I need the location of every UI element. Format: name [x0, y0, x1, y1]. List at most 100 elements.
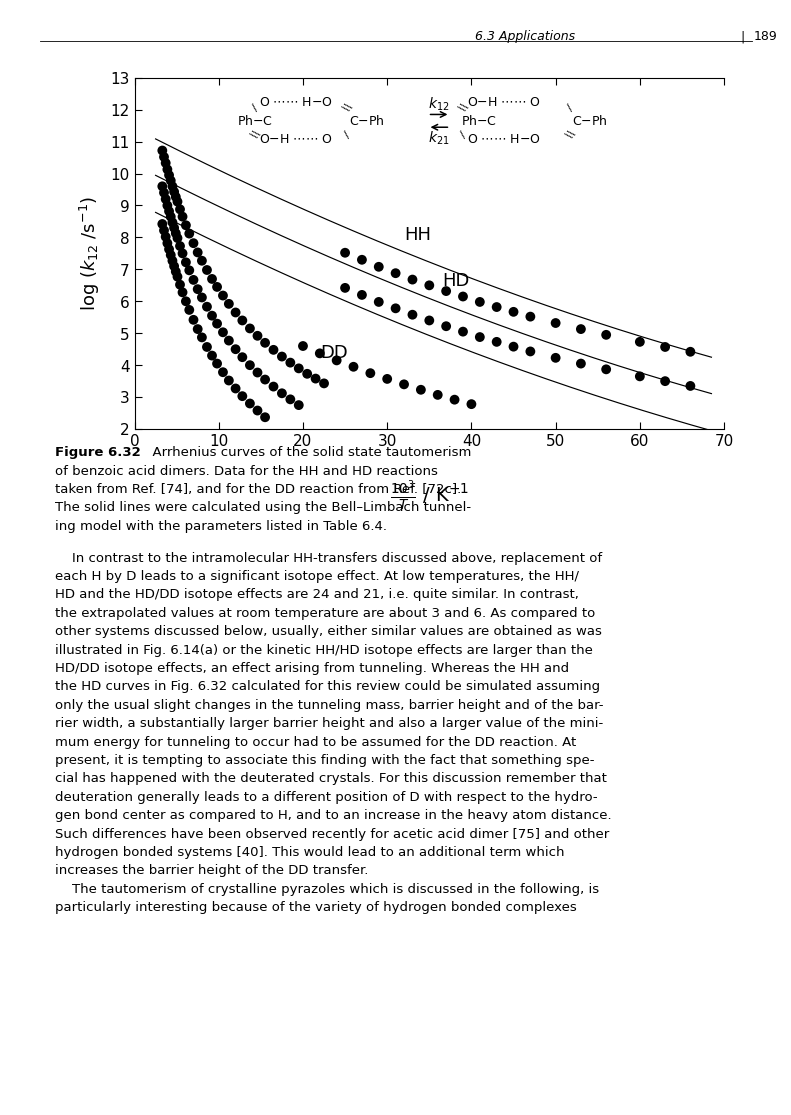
- Point: [389, 264, 402, 282]
- Text: \\: \\: [457, 101, 470, 114]
- Point: [659, 338, 672, 356]
- Point: [187, 234, 199, 252]
- Text: HH: HH: [404, 225, 431, 243]
- Point: [259, 371, 271, 389]
- Point: [236, 388, 248, 406]
- Text: C$-$Ph: C$-$Ph: [572, 114, 607, 128]
- Point: [165, 172, 177, 190]
- Point: [456, 288, 469, 306]
- Point: [163, 203, 176, 221]
- Point: [210, 314, 223, 332]
- Text: ing model with the parameters listed in Table 6.4.: ing model with the parameters listed in …: [55, 520, 388, 533]
- Point: [267, 378, 280, 396]
- Point: [195, 289, 208, 307]
- Point: [364, 365, 377, 382]
- Text: increases the barrier height of the DD transfer.: increases the barrier height of the DD t…: [55, 864, 369, 878]
- Point: [171, 268, 184, 285]
- Text: \\: \\: [564, 128, 577, 142]
- Text: Arrhenius curves of the solid state tautomerism: Arrhenius curves of the solid state taut…: [144, 446, 471, 459]
- Text: the HD curves in Fig. 6.32 calculated for this review could be simulated assumin: the HD curves in Fig. 6.32 calculated fo…: [55, 680, 600, 694]
- Text: the extrapolated values at room temperature are about 3 and 6. As compared to: the extrapolated values at room temperat…: [55, 607, 596, 620]
- Text: Ph$-$C: Ph$-$C: [237, 114, 273, 128]
- Point: [275, 385, 288, 403]
- Point: [157, 222, 170, 240]
- Text: |: |: [740, 30, 744, 43]
- Text: taken from Ref. [74], and for the DD reaction from Ref. [72c].: taken from Ref. [74], and for the DD rea…: [55, 483, 461, 496]
- Point: [284, 353, 297, 371]
- Point: [187, 311, 199, 329]
- Point: [236, 349, 248, 367]
- Text: The solid lines were calculated using the Bell–Limbach tunnel-: The solid lines were calculated using th…: [55, 502, 471, 514]
- Point: [166, 252, 179, 270]
- Text: hydrogen bonded systems [40]. This would lead to an additional term which: hydrogen bonded systems [40]. This would…: [55, 846, 565, 859]
- Point: [259, 408, 271, 426]
- Point: [166, 214, 179, 232]
- Point: [222, 295, 235, 313]
- Text: The tautomerism of crystalline pyrazoles which is discussed in the following, is: The tautomerism of crystalline pyrazoles…: [55, 883, 600, 895]
- Point: [191, 320, 204, 338]
- Point: [163, 166, 176, 184]
- Text: present, it is tempting to associate this finding with the fact that something s: present, it is tempting to associate thi…: [55, 754, 595, 767]
- Text: Ph$-$C: Ph$-$C: [461, 114, 498, 128]
- Point: [406, 306, 418, 323]
- Point: [507, 303, 520, 321]
- Point: [373, 259, 385, 277]
- Text: HD and the HD/DD isotope effects are 24 and 21, i.e. quite similar. In contrast,: HD and the HD/DD isotope effects are 24 …: [55, 589, 579, 601]
- Point: [171, 193, 184, 211]
- Point: [180, 216, 192, 234]
- Point: [210, 279, 223, 297]
- Point: [549, 314, 562, 332]
- Point: [222, 371, 235, 389]
- Point: [206, 307, 218, 324]
- Point: [473, 293, 486, 311]
- Point: [229, 380, 242, 398]
- Point: [229, 340, 242, 358]
- Point: [600, 360, 612, 378]
- Point: [180, 292, 192, 310]
- Point: [191, 244, 204, 262]
- Point: [244, 320, 256, 338]
- Point: [297, 338, 309, 356]
- Point: [201, 338, 214, 356]
- Point: [236, 312, 248, 330]
- Text: \\: \\: [341, 101, 354, 114]
- Text: HD: HD: [441, 272, 469, 290]
- Text: illustrated in Fig. 6.14(a) or the kinetic HH/HD isotope effects are larger than: illustrated in Fig. 6.14(a) or the kinet…: [55, 643, 593, 657]
- Point: [195, 252, 208, 270]
- Point: [183, 262, 195, 280]
- Text: 6.3 Applications: 6.3 Applications: [475, 30, 575, 43]
- Text: other systems discussed below, usually, either similar values are obtained as wa: other systems discussed below, usually, …: [55, 624, 602, 638]
- Point: [683, 343, 696, 361]
- Point: [244, 357, 256, 375]
- Point: [173, 201, 186, 219]
- Point: [600, 327, 612, 345]
- Point: [414, 381, 427, 399]
- Point: [176, 245, 189, 263]
- Point: [440, 318, 452, 336]
- Text: $k_{12}$: $k_{12}$: [428, 96, 449, 113]
- Y-axis label: log ($k_{12}$ /s$^{-1}$): log ($k_{12}$ /s$^{-1}$): [78, 196, 102, 311]
- Point: [440, 282, 452, 300]
- Point: [301, 365, 313, 382]
- Point: [355, 251, 368, 269]
- Point: [490, 333, 503, 351]
- Text: gen bond center as compared to H, and to an increase in the heavy atom distance.: gen bond center as compared to H, and to…: [55, 809, 611, 822]
- Point: [330, 351, 343, 369]
- Point: [406, 271, 418, 289]
- Point: [165, 246, 177, 264]
- Text: cial has happened with the deuterated crystals. For this discussion remember tha: cial has happened with the deuterated cr…: [55, 773, 607, 785]
- Point: [683, 377, 696, 395]
- Point: [380, 370, 393, 388]
- Point: [634, 333, 646, 351]
- Text: DD: DD: [320, 343, 347, 361]
- Point: [423, 277, 436, 294]
- Point: [267, 341, 280, 359]
- Point: [317, 375, 330, 392]
- Text: /: /: [459, 130, 468, 139]
- Point: [524, 342, 536, 360]
- Text: of benzoic acid dimers. Data for the HH and HD reactions: of benzoic acid dimers. Data for the HH …: [55, 464, 438, 477]
- Text: $k_{21}$: $k_{21}$: [428, 129, 449, 147]
- Point: [165, 209, 177, 226]
- Text: mum energy for tunneling to occur had to be assumed for the DD reaction. At: mum energy for tunneling to occur had to…: [55, 736, 577, 748]
- Point: [156, 215, 168, 233]
